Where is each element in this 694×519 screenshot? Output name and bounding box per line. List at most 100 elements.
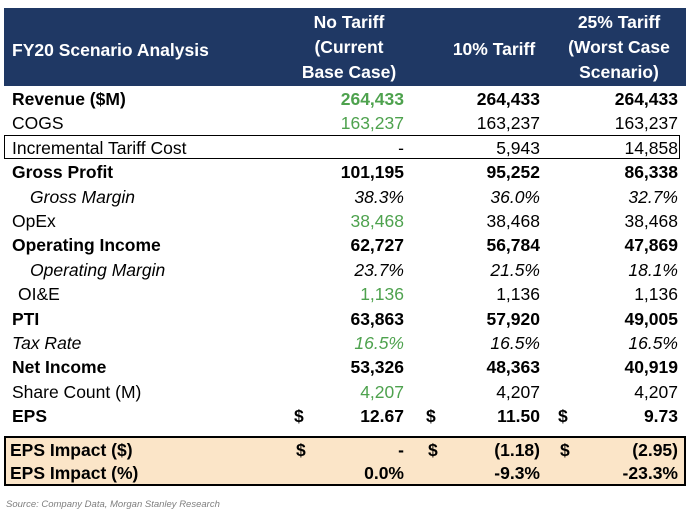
- cell-10-tariff: (1.18): [494, 440, 540, 460]
- cell-no-tariff: 0.0%: [364, 462, 404, 483]
- currency-symbol: $: [294, 406, 304, 427]
- row-revenue: Revenue ($M) 264,433 264,433 264,433: [4, 87, 686, 111]
- cell-25-tariff: 49,005: [624, 308, 678, 329]
- cell-25-tariff: 47,869: [624, 235, 678, 256]
- row-label: Operating Income: [12, 235, 161, 256]
- cell-25-tariff: -23.3%: [622, 462, 678, 483]
- header-10-tariff: 10% Tariff: [424, 37, 564, 62]
- row-eps-impact-percent: EPS Impact (%) 0.0% -9.3% -23.3%: [6, 461, 684, 484]
- cell-no-tariff: 264,433: [340, 89, 404, 109]
- row-label: PTI: [12, 308, 40, 329]
- cell-10-tariff: 4,207: [496, 381, 540, 402]
- cell-10-tariff: 48,363: [486, 357, 540, 378]
- cell-25-tariff: 163,237: [614, 113, 678, 134]
- row-label: Operating Margin: [30, 259, 166, 280]
- source-note: Source: Company Data, Morgan Stanley Res…: [6, 499, 220, 510]
- row-pti: PTI 63,863 57,920 49,005: [4, 307, 686, 331]
- cell-25-tariff: 264,433: [614, 89, 678, 109]
- cell-no-tariff: 23.7%: [354, 259, 404, 280]
- cell-25-tariff: 32.7%: [628, 186, 678, 207]
- cell-10-tariff: 16.5%: [490, 332, 540, 353]
- row-label: OI&E: [18, 284, 60, 305]
- header-no-tariff: No Tariff (Current Base Case): [274, 10, 424, 85]
- row-label: EPS Impact ($): [10, 440, 133, 460]
- header-no-tariff-line3: Base Case): [301, 62, 397, 82]
- cell-10-tariff: 36.0%: [490, 186, 540, 207]
- header-25-tariff-line3: Scenario): [579, 62, 659, 82]
- cell-no-tariff: 4,207: [360, 381, 404, 402]
- table-header: FY20 Scenario Analysis No Tariff (Curren…: [4, 8, 686, 86]
- cell-no-tariff: 12.67: [360, 406, 404, 427]
- row-eps: EPS $ 12.67 $ 11.50 $ 9.73: [4, 404, 686, 428]
- cell-no-tariff: 63,863: [350, 308, 404, 329]
- row-label: OpEx: [12, 210, 56, 231]
- row-incremental-tariff-cost: Incremental Tariff Cost - 5,943 14,858: [4, 136, 686, 160]
- cell-10-tariff: 5,943: [496, 137, 540, 158]
- cell-10-tariff: 163,237: [476, 113, 540, 134]
- cell-10-tariff: 95,252: [486, 162, 540, 183]
- row-label: Gross Profit: [12, 162, 114, 183]
- table-title: FY20 Scenario Analysis: [12, 40, 209, 60]
- row-operating-margin: Operating Margin 23.7% 21.5% 18.1%: [4, 258, 686, 282]
- cell-25-tariff: 16.5%: [628, 332, 678, 353]
- eps-impact-box: EPS Impact ($) $ - $ (1.18) $ (2.95) EPS…: [4, 436, 686, 486]
- table-body: Revenue ($M) 264,433 264,433 264,433 COG…: [4, 87, 686, 428]
- header-25-tariff: 25% Tariff (Worst Case Scenario): [549, 10, 689, 85]
- row-label: EPS Impact (%): [10, 462, 139, 483]
- cell-25-tariff: 40,919: [624, 357, 678, 378]
- cell-10-tariff: 38,468: [486, 210, 540, 231]
- cell-no-tariff: 38.3%: [354, 186, 404, 207]
- row-share-count: Share Count (M) 4,207 4,207 4,207: [4, 380, 686, 404]
- cell-no-tariff: 53,326: [350, 357, 404, 378]
- row-label: Gross Margin: [30, 186, 136, 207]
- header-no-tariff-line2: (Current: [314, 37, 384, 57]
- cell-no-tariff: 38,468: [350, 210, 404, 231]
- currency-symbol: $: [428, 440, 438, 460]
- cell-25-tariff: (2.95): [632, 440, 678, 460]
- cell-10-tariff: 21.5%: [490, 259, 540, 280]
- cell-25-tariff: 86,338: [624, 162, 678, 183]
- cell-25-tariff: 4,207: [634, 381, 678, 402]
- cell-no-tariff: 1,136: [360, 284, 404, 305]
- cell-25-tariff: 9.73: [643, 406, 678, 427]
- row-opex: OpEx 38,468 38,468 38,468: [4, 209, 686, 233]
- row-label: EPS: [12, 406, 48, 427]
- cell-10-tariff: -9.3%: [494, 462, 540, 483]
- cell-no-tariff: -: [398, 440, 404, 460]
- row-label: Net Income: [12, 357, 107, 378]
- cell-10-tariff: 264,433: [476, 89, 540, 109]
- cell-25-tariff: 38,468: [624, 210, 678, 231]
- currency-symbol: $: [560, 440, 570, 460]
- cell-10-tariff: 1,136: [496, 284, 540, 305]
- cell-no-tariff: -: [398, 137, 404, 158]
- tariff-cost-highlight-box: [4, 135, 680, 159]
- currency-symbol: $: [426, 406, 436, 427]
- cell-25-tariff: 18.1%: [628, 259, 678, 280]
- header-25-tariff-line2: (Worst Case: [568, 37, 670, 57]
- cell-no-tariff: 163,237: [340, 113, 404, 134]
- header-no-tariff-line1: No Tariff: [313, 12, 385, 32]
- cell-no-tariff: 62,727: [350, 235, 404, 256]
- cell-10-tariff: 56,784: [486, 235, 540, 256]
- row-tax-rate: Tax Rate 16.5% 16.5% 16.5%: [4, 331, 686, 355]
- row-label: Revenue ($M): [12, 89, 126, 109]
- row-operating-income: Operating Income 62,727 56,784 47,869: [4, 233, 686, 257]
- row-net-income: Net Income 53,326 48,363 40,919: [4, 355, 686, 379]
- row-cogs: COGS 163,237 163,237 163,237: [4, 111, 686, 135]
- row-eps-impact-dollar: EPS Impact ($) $ - $ (1.18) $ (2.95): [6, 438, 684, 461]
- row-label: Incremental Tariff Cost: [12, 137, 187, 158]
- header-25-tariff-line1: 25% Tariff: [577, 12, 661, 32]
- row-oie: OI&E 1,136 1,136 1,136: [4, 282, 686, 306]
- cell-25-tariff: 14,858: [624, 137, 678, 158]
- row-label: Tax Rate: [12, 332, 82, 353]
- cell-10-tariff: 11.50: [497, 406, 540, 427]
- currency-symbol: $: [296, 440, 306, 460]
- header-10-tariff-label: 10% Tariff: [452, 39, 536, 59]
- cell-25-tariff: 1,136: [634, 284, 678, 305]
- cell-no-tariff: 16.5%: [354, 332, 404, 353]
- cell-no-tariff: 101,195: [340, 162, 404, 183]
- currency-symbol: $: [558, 406, 568, 427]
- row-label: Share Count (M): [12, 381, 142, 402]
- row-label: COGS: [12, 113, 64, 134]
- cell-10-tariff: 57,920: [486, 308, 540, 329]
